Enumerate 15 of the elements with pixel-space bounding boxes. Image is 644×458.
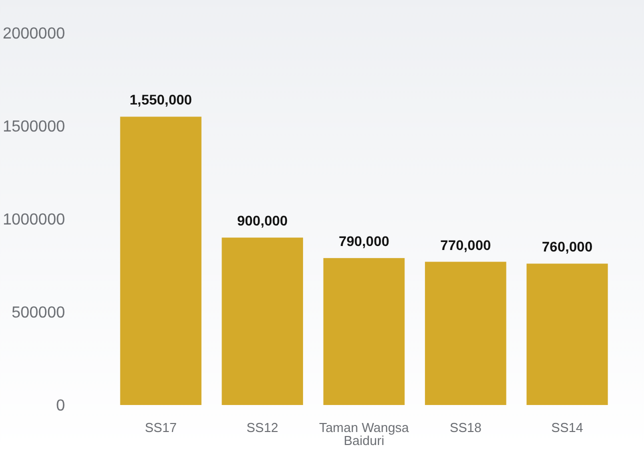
x-tick-label: SS17 [144,420,177,435]
data-label: 760,000 [542,238,593,255]
data-label: 770,000 [440,236,492,253]
y-tick-label: 1500000 [2,118,66,136]
y-tick-label: 2000000 [2,26,66,43]
y-tick-label: 500000 [12,304,66,322]
x-tick-label: Taman Wangsa Baiduri [319,420,410,448]
data-label: 1,550,000 [130,92,192,108]
x-tick-label: SS12 [246,420,278,435]
x-tick-label: SS14 [551,420,584,435]
data-label: 790,000 [338,233,390,250]
y-tick-label: 0 [56,398,66,415]
x-tick-label: SS18 [450,420,482,435]
y-tick-label: 1000000 [2,212,66,229]
data-label: 900,000 [237,212,288,229]
